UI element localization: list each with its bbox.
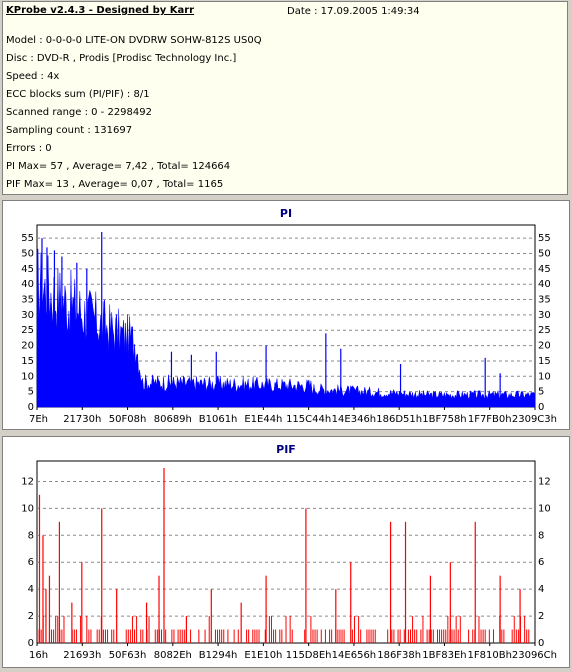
info-panel: KProbe v2.4.3 - Designed by Karr Date : … [2, 1, 568, 195]
pi-y-tick-label-right: 10 [538, 371, 551, 382]
pif-y-tick-label-right: 8 [538, 530, 544, 541]
pi-x-tick-label: 14E346h [332, 414, 376, 425]
pif-x-tick-label: 14E656h [332, 650, 376, 661]
info-pi-stats: PI Max= 57 , Average= 7,42 , Total= 1246… [6, 161, 231, 172]
pif-x-tick-label: E1E10h [244, 650, 282, 661]
pif-x-tick-label: 115D8Eh [286, 650, 332, 661]
pi-y-tick-label-right: 55 [538, 233, 551, 244]
pi-y-tick-label-left: 55 [21, 233, 34, 244]
pif-y-tick-label-left: 4 [28, 584, 34, 595]
pi-y-tick-label-right: 40 [538, 279, 551, 290]
pif-chart-title: PIF [276, 443, 296, 456]
pif-chart: PIF 0 0 2 2 4 4 6 6 8 8 10 10 12 12 16h 21693h 50F63h 8082… [21, 443, 557, 661]
pi-x-tick-label: 50F08h [109, 414, 147, 425]
pi-y-tick-label-left: 5 [28, 387, 34, 398]
info-scanned-range: Scanned range : 0 - 2298492 [6, 107, 152, 118]
pi-y-tick-label-right: 25 [538, 325, 551, 336]
pif-y-tick-label-right: 2 [538, 611, 544, 622]
pif-y-tick-label-right: 0 [538, 638, 544, 649]
info-model: Model : 0-0-0-0 LITE-ON DVDRW SOHW-812S … [6, 35, 262, 46]
pi-y-tick-label-right: 30 [538, 310, 551, 321]
pi-x-tick-label: 1BF758h [422, 414, 466, 425]
pif-x-tick-label: 21693h [63, 650, 101, 661]
pi-y-tick-label-left: 20 [21, 341, 34, 352]
pi-x-tick-label: 1F7FB0h [468, 414, 512, 425]
pi-y-tick-label-left: 0 [28, 402, 34, 413]
pif-y-tick-label-right: 4 [538, 584, 544, 595]
pif-chart-panel: PIF 0 0 2 2 4 4 6 6 8 8 10 10 12 12 16h 21693h 50F63h 8082… [2, 436, 570, 668]
pi-x-tick-label: 80689h [154, 414, 192, 425]
pi-y-tick-label-right: 15 [538, 356, 551, 367]
pi-y-tick-label-left: 25 [21, 325, 34, 336]
pi-chart-title: PI [280, 207, 292, 220]
pif-x-tick-label: 1BF83Eh [422, 650, 466, 661]
pi-x-tick-label: 2309C3h [512, 414, 557, 425]
pi-y-tick-label-right: 35 [538, 295, 551, 306]
pi-chart-panel: PI 0 0 5 5 10 10 15 15 20 20 25 25 30 30 35 35 40 40 45 45 50… [2, 200, 570, 430]
info-sampling-count: Sampling count : 131697 [6, 125, 133, 136]
pif-x-tick-label: B1294h [199, 650, 238, 661]
info-disc: Disc : DVD-R , Prodis [Prodisc Technolog… [6, 53, 237, 64]
pi-y-tick-label-right: 50 [538, 248, 551, 259]
pi-x-tick-label: E1E44h [244, 414, 282, 425]
pi-x-tick-label: 7Eh [29, 414, 48, 425]
pi-y-tick-label-left: 30 [21, 310, 34, 321]
pi-x-tick-label: B1061h [199, 414, 238, 425]
pif-x-tick-label: 23096Ch [512, 650, 557, 661]
pi-x-tick-label: 186D51h [376, 414, 422, 425]
scan-date: Date : 17.09.2005 1:49:34 [287, 6, 420, 17]
info-speed: Speed : 4x [6, 71, 60, 82]
pif-plot-area [36, 460, 536, 644]
pif-y-tick-label-left: 12 [21, 476, 34, 487]
pif-y-tick-label-right: 10 [538, 503, 551, 514]
pi-x-tick-label: 115C44h [286, 414, 331, 425]
pi-y-tick-label-left: 50 [21, 248, 34, 259]
pi-y-tick-label-right: 0 [538, 402, 544, 413]
pi-y-tick-label-left: 40 [21, 279, 34, 290]
info-errors: Errors : 0 [6, 143, 52, 154]
info-pif-stats: PIF Max= 13 , Average= 0,07 , Total= 116… [6, 179, 224, 190]
pif-y-tick-label-right: 12 [538, 476, 551, 487]
pif-x-tick-label: 16h [29, 650, 48, 661]
pi-x-tick-label: 21730h [63, 414, 101, 425]
pif-x-tick-label: 50F63h [109, 650, 147, 661]
pi-y-tick-label-left: 15 [21, 356, 34, 367]
pif-y-tick-label-left: 2 [28, 611, 34, 622]
info-ecc-sum: ECC blocks sum (PI/PIF) : 8/1 [6, 89, 150, 100]
pif-y-tick-label-left: 8 [28, 530, 34, 541]
pif-x-tick-label: 186F38h [377, 650, 421, 661]
pif-y-tick-label-right: 6 [538, 557, 544, 568]
pif-y-tick-label-left: 0 [28, 638, 34, 649]
pi-y-tick-label-right: 20 [538, 341, 551, 352]
pi-y-tick-label-right: 45 [538, 264, 551, 275]
app-title: KProbe v2.4.3 - Designed by Karr [6, 5, 195, 16]
pif-y-tick-label-left: 10 [21, 503, 34, 514]
pif-x-tick-label: 1F810Bh [468, 650, 512, 661]
pif-y-tick-label-left: 6 [28, 557, 34, 568]
pi-y-tick-label-right: 5 [538, 387, 544, 398]
pi-y-tick-label-left: 45 [21, 264, 34, 275]
pi-y-tick-label-left: 35 [21, 295, 34, 306]
pi-y-tick-label-left: 10 [21, 371, 34, 382]
pif-x-tick-label: 8082Eh [154, 650, 192, 661]
